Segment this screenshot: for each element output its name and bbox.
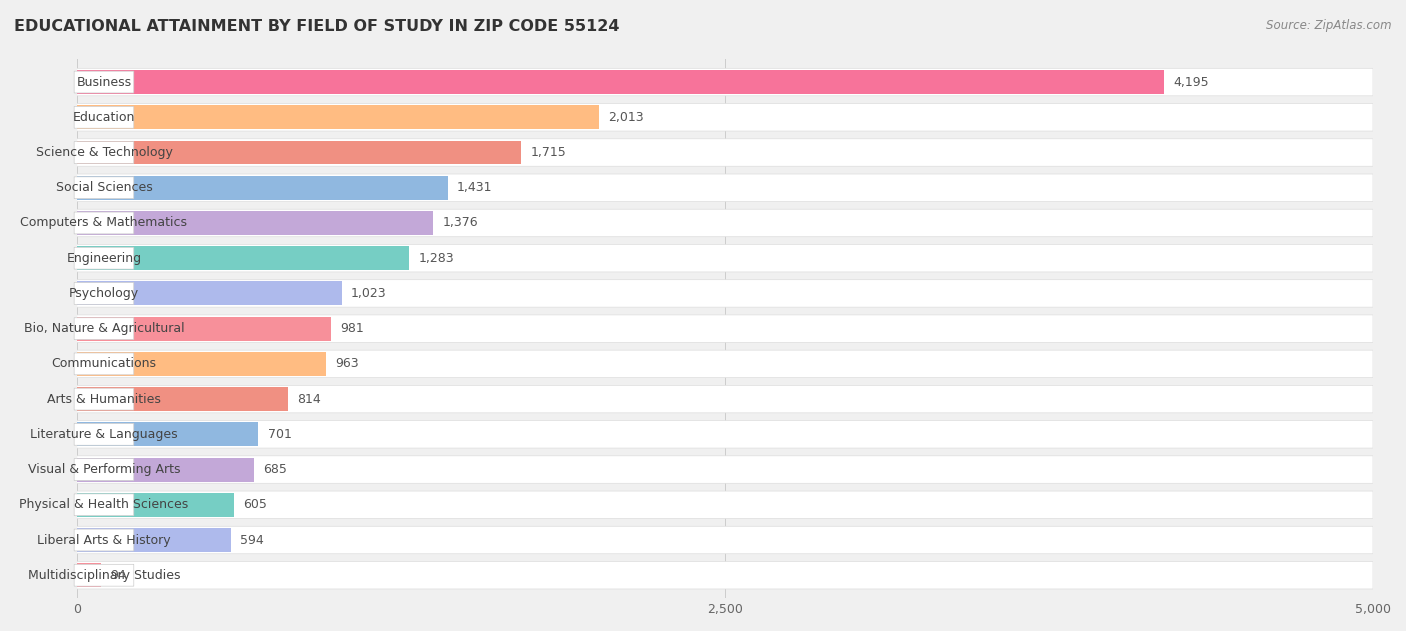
FancyBboxPatch shape bbox=[75, 388, 134, 410]
Text: Communications: Communications bbox=[52, 357, 156, 370]
FancyBboxPatch shape bbox=[77, 491, 1374, 519]
Text: 1,023: 1,023 bbox=[352, 287, 387, 300]
FancyBboxPatch shape bbox=[77, 209, 1374, 237]
FancyBboxPatch shape bbox=[77, 103, 1374, 131]
FancyBboxPatch shape bbox=[77, 280, 1374, 307]
FancyBboxPatch shape bbox=[77, 350, 1374, 377]
Bar bbox=[77, 317, 330, 341]
FancyBboxPatch shape bbox=[75, 494, 134, 516]
FancyBboxPatch shape bbox=[75, 318, 134, 339]
Text: Physical & Health Sciences: Physical & Health Sciences bbox=[20, 498, 188, 511]
FancyBboxPatch shape bbox=[75, 564, 134, 586]
Text: Engineering: Engineering bbox=[66, 252, 142, 264]
FancyBboxPatch shape bbox=[77, 174, 1374, 201]
Text: 94: 94 bbox=[110, 569, 127, 582]
Bar bbox=[77, 105, 599, 129]
Text: 2,013: 2,013 bbox=[607, 111, 644, 124]
Text: Liberal Arts & History: Liberal Arts & History bbox=[37, 534, 170, 546]
Text: EDUCATIONAL ATTAINMENT BY FIELD OF STUDY IN ZIP CODE 55124: EDUCATIONAL ATTAINMENT BY FIELD OF STUDY… bbox=[14, 19, 620, 34]
Text: Computers & Mathematics: Computers & Mathematics bbox=[21, 216, 187, 230]
Bar bbox=[77, 176, 447, 200]
FancyBboxPatch shape bbox=[77, 562, 1374, 589]
FancyBboxPatch shape bbox=[75, 423, 134, 445]
Bar bbox=[77, 493, 233, 517]
Bar bbox=[77, 211, 433, 235]
Text: 605: 605 bbox=[243, 498, 267, 511]
FancyBboxPatch shape bbox=[75, 107, 134, 128]
Text: Psychology: Psychology bbox=[69, 287, 139, 300]
Bar bbox=[77, 281, 342, 305]
FancyBboxPatch shape bbox=[77, 139, 1374, 166]
FancyBboxPatch shape bbox=[75, 529, 134, 551]
FancyBboxPatch shape bbox=[77, 244, 1374, 272]
Text: 814: 814 bbox=[297, 392, 321, 406]
Text: Social Sciences: Social Sciences bbox=[56, 181, 152, 194]
Bar bbox=[77, 387, 288, 411]
FancyBboxPatch shape bbox=[77, 68, 1374, 96]
Text: 685: 685 bbox=[263, 463, 287, 476]
FancyBboxPatch shape bbox=[77, 315, 1374, 343]
Text: Education: Education bbox=[73, 111, 135, 124]
Text: Multidisciplinary Studies: Multidisciplinary Studies bbox=[28, 569, 180, 582]
Text: Science & Technology: Science & Technology bbox=[35, 146, 173, 159]
FancyBboxPatch shape bbox=[75, 459, 134, 480]
Text: 1,431: 1,431 bbox=[457, 181, 492, 194]
Bar bbox=[77, 70, 1164, 94]
Text: Business: Business bbox=[76, 76, 132, 88]
FancyBboxPatch shape bbox=[77, 386, 1374, 413]
Text: Literature & Languages: Literature & Languages bbox=[30, 428, 177, 441]
FancyBboxPatch shape bbox=[77, 526, 1374, 554]
Bar bbox=[77, 422, 259, 446]
Bar bbox=[77, 457, 254, 481]
FancyBboxPatch shape bbox=[75, 247, 134, 269]
Text: Source: ZipAtlas.com: Source: ZipAtlas.com bbox=[1267, 19, 1392, 32]
FancyBboxPatch shape bbox=[75, 177, 134, 199]
FancyBboxPatch shape bbox=[75, 71, 134, 93]
Text: 1,715: 1,715 bbox=[530, 146, 567, 159]
Text: Visual & Performing Arts: Visual & Performing Arts bbox=[28, 463, 180, 476]
Bar bbox=[77, 352, 326, 376]
Text: 594: 594 bbox=[240, 534, 263, 546]
Text: 981: 981 bbox=[340, 322, 364, 335]
Bar bbox=[77, 528, 231, 552]
FancyBboxPatch shape bbox=[77, 421, 1374, 448]
Text: 1,283: 1,283 bbox=[419, 252, 454, 264]
Text: 4,195: 4,195 bbox=[1174, 76, 1209, 88]
Bar bbox=[77, 246, 409, 270]
Text: 1,376: 1,376 bbox=[443, 216, 478, 230]
Text: 701: 701 bbox=[267, 428, 291, 441]
FancyBboxPatch shape bbox=[75, 141, 134, 163]
Bar bbox=[77, 563, 101, 587]
Text: Bio, Nature & Agricultural: Bio, Nature & Agricultural bbox=[24, 322, 184, 335]
FancyBboxPatch shape bbox=[75, 353, 134, 375]
Text: 963: 963 bbox=[336, 357, 359, 370]
FancyBboxPatch shape bbox=[75, 283, 134, 304]
Text: Arts & Humanities: Arts & Humanities bbox=[46, 392, 160, 406]
FancyBboxPatch shape bbox=[75, 212, 134, 234]
Bar bbox=[77, 141, 522, 165]
FancyBboxPatch shape bbox=[77, 456, 1374, 483]
